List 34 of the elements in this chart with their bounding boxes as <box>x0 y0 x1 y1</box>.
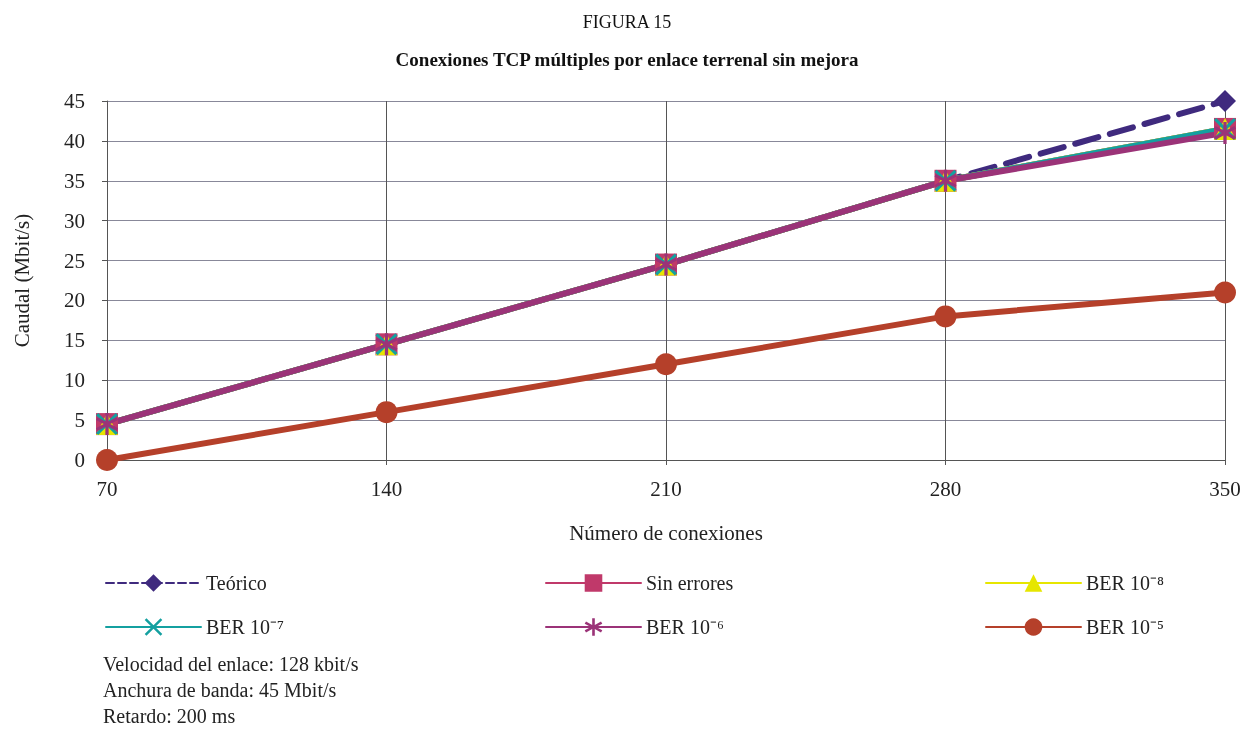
legend-label: BER 10⁻⁷ <box>206 616 284 638</box>
point <box>934 305 957 328</box>
y-tick-label: 5 <box>74 408 85 433</box>
legend-label: BER 10⁻⁵ <box>1086 616 1164 638</box>
text: Velocidad del enlace: 128 kbit/s <box>103 653 359 675</box>
x-tick-label: 280 <box>929 476 962 501</box>
y-tick-label: 20 <box>64 288 85 313</box>
text: Retardo: 200 ms <box>103 705 236 727</box>
x-tick-label: 210 <box>650 476 682 501</box>
point <box>655 353 677 376</box>
x-tick-label: 350 <box>1209 476 1241 501</box>
point <box>375 401 398 424</box>
point <box>96 449 118 471</box>
x-axis-title: Número de conexiones <box>569 520 763 545</box>
y-axis-title: Caudal (Mbit/s) <box>9 213 34 348</box>
chart-subtitle: Conexiones TCP múltiples por enlace terrenal sin mejora <box>395 49 859 70</box>
y-tick-label: 35 <box>64 168 85 193</box>
chart-title: FIGURA 15 <box>582 12 672 32</box>
point <box>1214 281 1236 304</box>
y-tick-label: 40 <box>64 128 85 153</box>
y-tick-label: 30 <box>64 208 85 233</box>
y-tick-label: 25 <box>64 248 85 273</box>
legend-label: Sin errores <box>646 572 734 594</box>
legend-label: BER 10⁻⁸ <box>1086 572 1164 594</box>
y-tick-label: 45 <box>64 89 85 113</box>
legend-label: BER 10⁻⁶ <box>646 616 724 638</box>
point <box>1214 90 1236 112</box>
text: Anchura de banda: 45 Mbit/s <box>103 679 337 701</box>
legend-label: Teórico <box>206 572 267 594</box>
x-tick-label: 140 <box>370 476 403 501</box>
y-tick-label: 0 <box>74 448 85 472</box>
y-tick-label: 10 <box>64 368 85 393</box>
x-tick-label: 70 <box>96 476 118 501</box>
y-tick-label: 15 <box>64 328 85 353</box>
